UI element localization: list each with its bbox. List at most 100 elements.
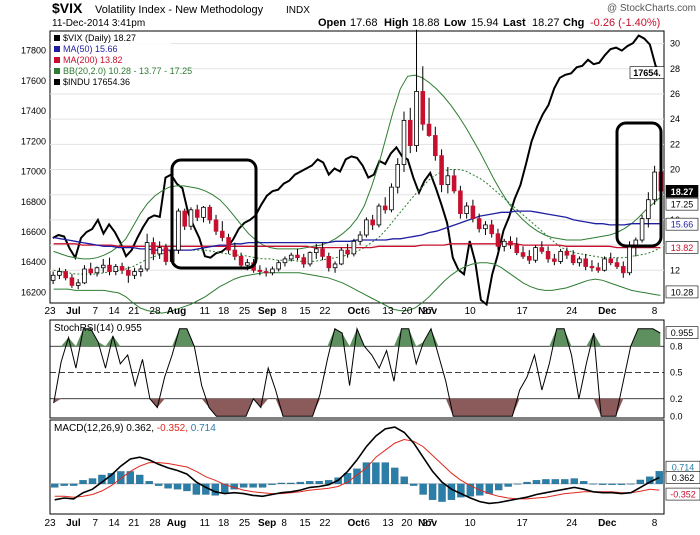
macd-histogram-bar	[438, 483, 446, 502]
macd-line	[54, 426, 660, 505]
candle-body	[276, 262, 281, 270]
candle-body	[476, 218, 482, 230]
candle-body	[295, 254, 300, 259]
candle-body	[508, 240, 513, 246]
macd-histogram-bar	[79, 480, 87, 484]
candle-body	[520, 252, 526, 257]
candle-body	[407, 120, 413, 146]
candle-body	[470, 205, 476, 220]
macd-histogram-bar	[183, 483, 191, 492]
candle-body	[82, 268, 87, 284]
left-tick-label: 17600	[21, 76, 46, 86]
macd-histogram-bar	[221, 483, 229, 493]
candle-body	[401, 120, 407, 165]
right-tick-label: 20	[670, 165, 680, 175]
right-tick-label: 28	[670, 64, 680, 74]
macd-histogram-bar	[117, 471, 125, 484]
x-axis-label: 20	[401, 306, 413, 317]
x-axis-label: Nov	[418, 306, 437, 317]
candle-body	[533, 247, 538, 261]
macd-histogram-bar	[598, 483, 607, 485]
macd-histogram-bar	[277, 482, 286, 484]
candle-body	[364, 219, 369, 236]
candle-body	[602, 258, 607, 271]
x-axis-label: Jul	[66, 306, 81, 317]
x-axis-label: 28	[149, 306, 161, 317]
macd-histogram-bar	[60, 483, 68, 486]
macd-histogram-bar	[636, 479, 645, 484]
last-label: Last	[503, 17, 526, 29]
x-axis-label: 21	[128, 518, 140, 529]
candle-body	[564, 250, 570, 256]
candle-body	[119, 266, 125, 271]
candle-body	[483, 224, 488, 230]
legend-item: MA(200) 13.82	[63, 55, 123, 65]
candle-body	[345, 249, 350, 255]
macd-histogram-bar	[551, 479, 560, 484]
candle-body	[552, 258, 557, 262]
legend-swatch	[54, 57, 60, 63]
macd-title-value: 0.714	[191, 423, 216, 434]
right-value-tag	[665, 185, 699, 198]
candle-body	[539, 247, 545, 252]
x-axis-label: 18	[218, 306, 230, 317]
candle-body	[94, 267, 100, 274]
macd-histogram-bar	[532, 480, 541, 484]
candle-body	[389, 186, 394, 211]
candle-body	[332, 263, 338, 269]
macd-title-label: MACD(12,26,9)	[54, 423, 126, 434]
macd-histogram-bar	[400, 476, 408, 484]
x-axis-label: 28	[149, 518, 161, 529]
legend-swatch	[54, 68, 60, 74]
candle-body	[326, 256, 332, 269]
macd-panel: MACD(12,26,9) 0.362, -0.352, 0.7140.7140…	[49, 419, 700, 515]
macd-histogram-bar	[315, 481, 323, 484]
stochrsi-line	[53, 326, 661, 417]
macd-title-value: 0.362,	[126, 423, 157, 434]
highlight-box-aug	[170, 158, 258, 270]
indu-value-tag-label: 17654.	[633, 68, 661, 78]
x-axis-label: 11	[200, 518, 211, 529]
indu-line	[52, 34, 662, 307]
x-axis-label: 25	[239, 518, 251, 529]
candle-body	[144, 242, 150, 270]
stochrsi-oversold-fill	[53, 398, 661, 417]
legend-item: $INDU 17654.36	[63, 77, 130, 87]
candle-body	[652, 171, 657, 201]
candle-body	[351, 240, 357, 255]
right-value-tag	[665, 285, 699, 299]
indu-value-tag	[629, 66, 665, 79]
macd-histogram-bar	[306, 481, 314, 484]
x-axis-label: 27	[422, 306, 434, 317]
macd-histogram-bar	[192, 483, 201, 495]
right-tick-label: 24	[670, 114, 680, 124]
x-axis-label: 8	[652, 518, 658, 529]
stochrsi-value-tag	[665, 326, 699, 339]
candle-body	[138, 268, 144, 272]
macd-histogram-bar	[419, 483, 427, 495]
candle-body	[620, 266, 626, 274]
stochrsi-tick-label: 0.8	[670, 341, 683, 351]
exchange-label: INDX	[286, 5, 310, 16]
macd-histogram-bar	[485, 483, 493, 494]
x-axis-label: 25	[239, 306, 251, 317]
candle-body	[88, 268, 94, 274]
x-axis-label: 15	[299, 306, 311, 317]
right-value-tag	[665, 241, 699, 254]
right-value-tag	[665, 197, 699, 211]
candle-body	[627, 245, 632, 274]
candle-body	[527, 256, 532, 261]
candle-body	[57, 271, 62, 276]
macd-histogram-bar	[542, 479, 550, 484]
macd-histogram-bar	[164, 483, 172, 489]
candle-body	[270, 268, 275, 274]
macd-histogram-bar	[343, 473, 352, 484]
candle-body	[595, 267, 601, 271]
x-axis-label: 10	[465, 518, 477, 529]
macd-value-tag-label: 0.362	[672, 473, 695, 483]
candle-body	[157, 247, 162, 255]
candle-body	[75, 282, 81, 286]
macd-panel-frame	[49, 419, 665, 515]
